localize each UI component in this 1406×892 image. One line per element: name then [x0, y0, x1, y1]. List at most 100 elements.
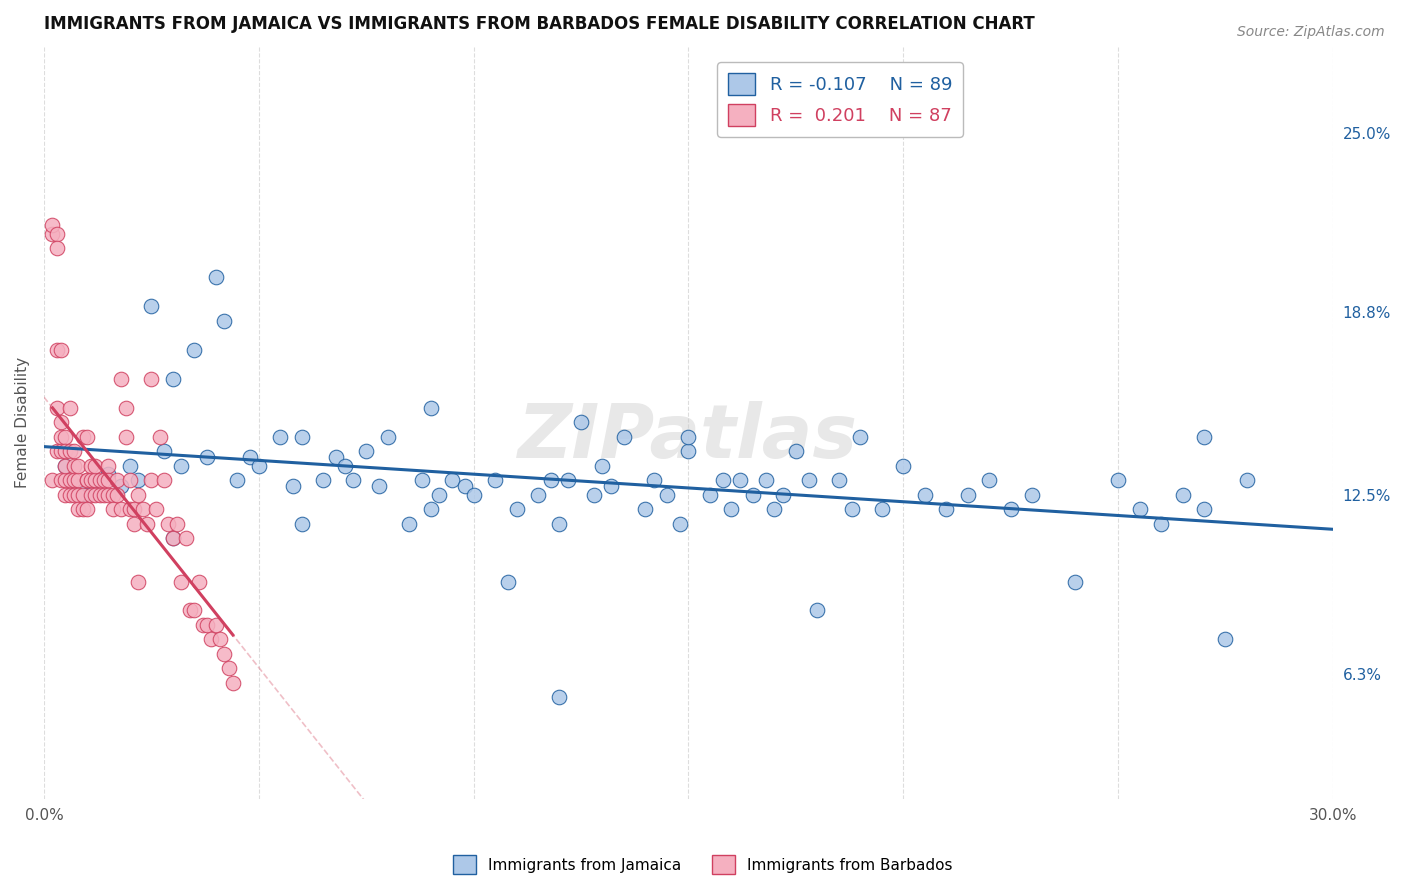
Point: [454, 479, 477, 493]
Point: [141, 372, 163, 386]
Point: [45, 444, 67, 458]
Point: [269, 430, 291, 444]
Point: [49, 430, 72, 444]
Point: [93, 488, 115, 502]
Point: [956, 488, 979, 502]
Point: [105, 473, 128, 487]
Point: [891, 458, 914, 473]
Point: [419, 502, 441, 516]
Point: [118, 458, 141, 473]
Point: [53, 488, 76, 502]
Point: [72, 502, 94, 516]
Point: [76, 430, 98, 444]
Point: [84, 488, 107, 502]
Point: [398, 516, 420, 531]
Point: [67, 479, 90, 493]
Point: [1128, 502, 1150, 516]
Point: [806, 603, 828, 617]
Point: [84, 458, 107, 473]
Point: [59, 401, 82, 415]
Point: [67, 458, 90, 473]
Point: [122, 516, 145, 531]
Point: [84, 473, 107, 487]
Point: [669, 516, 692, 531]
Point: [1150, 516, 1173, 531]
Point: [76, 473, 98, 487]
Point: [89, 488, 111, 502]
Point: [755, 473, 778, 487]
Point: [67, 473, 90, 487]
Point: [127, 473, 149, 487]
Point: [141, 299, 163, 313]
Point: [548, 516, 571, 531]
Point: [979, 473, 1001, 487]
Point: [218, 661, 240, 675]
Point: [797, 473, 820, 487]
Point: [59, 473, 82, 487]
Point: [728, 473, 751, 487]
Point: [49, 343, 72, 357]
Point: [45, 401, 67, 415]
Point: [145, 502, 167, 516]
Point: [49, 473, 72, 487]
Point: [101, 488, 124, 502]
Point: [174, 531, 197, 545]
Point: [548, 690, 571, 705]
Point: [136, 516, 159, 531]
Point: [89, 473, 111, 487]
Point: [63, 473, 86, 487]
Point: [655, 488, 678, 502]
Point: [291, 430, 314, 444]
Point: [72, 430, 94, 444]
Point: [63, 488, 86, 502]
Point: [93, 473, 115, 487]
Point: [53, 458, 76, 473]
Point: [828, 473, 851, 487]
Point: [149, 430, 172, 444]
Point: [80, 473, 103, 487]
Point: [97, 458, 120, 473]
Point: [53, 444, 76, 458]
Point: [153, 473, 176, 487]
Point: [678, 444, 700, 458]
Point: [291, 516, 314, 531]
Point: [377, 430, 399, 444]
Point: [114, 430, 136, 444]
Point: [45, 343, 67, 357]
Point: [41, 473, 63, 487]
Point: [59, 444, 82, 458]
Point: [105, 488, 128, 502]
Point: [870, 502, 893, 516]
Point: [97, 467, 120, 482]
Point: [841, 502, 863, 516]
Point: [643, 473, 665, 487]
Point: [187, 574, 209, 589]
Point: [312, 473, 335, 487]
Point: [772, 488, 794, 502]
Point: [484, 473, 506, 487]
Point: [141, 473, 163, 487]
Point: [1021, 488, 1043, 502]
Point: [49, 415, 72, 429]
Point: [1192, 430, 1215, 444]
Point: [741, 488, 763, 502]
Point: [496, 574, 519, 589]
Point: [441, 473, 464, 487]
Point: [80, 458, 103, 473]
Legend: R = -0.107    N = 89, R =  0.201    N = 87: R = -0.107 N = 89, R = 0.201 N = 87: [717, 62, 963, 137]
Point: [914, 488, 936, 502]
Point: [935, 502, 957, 516]
Point: [1064, 574, 1087, 589]
Point: [763, 502, 786, 516]
Point: [214, 647, 236, 661]
Point: [342, 473, 364, 487]
Point: [699, 488, 721, 502]
Point: [214, 314, 236, 328]
Point: [427, 488, 450, 502]
Point: [41, 227, 63, 241]
Point: [80, 488, 103, 502]
Point: [463, 488, 485, 502]
Point: [132, 502, 155, 516]
Point: [191, 618, 214, 632]
Point: [53, 430, 76, 444]
